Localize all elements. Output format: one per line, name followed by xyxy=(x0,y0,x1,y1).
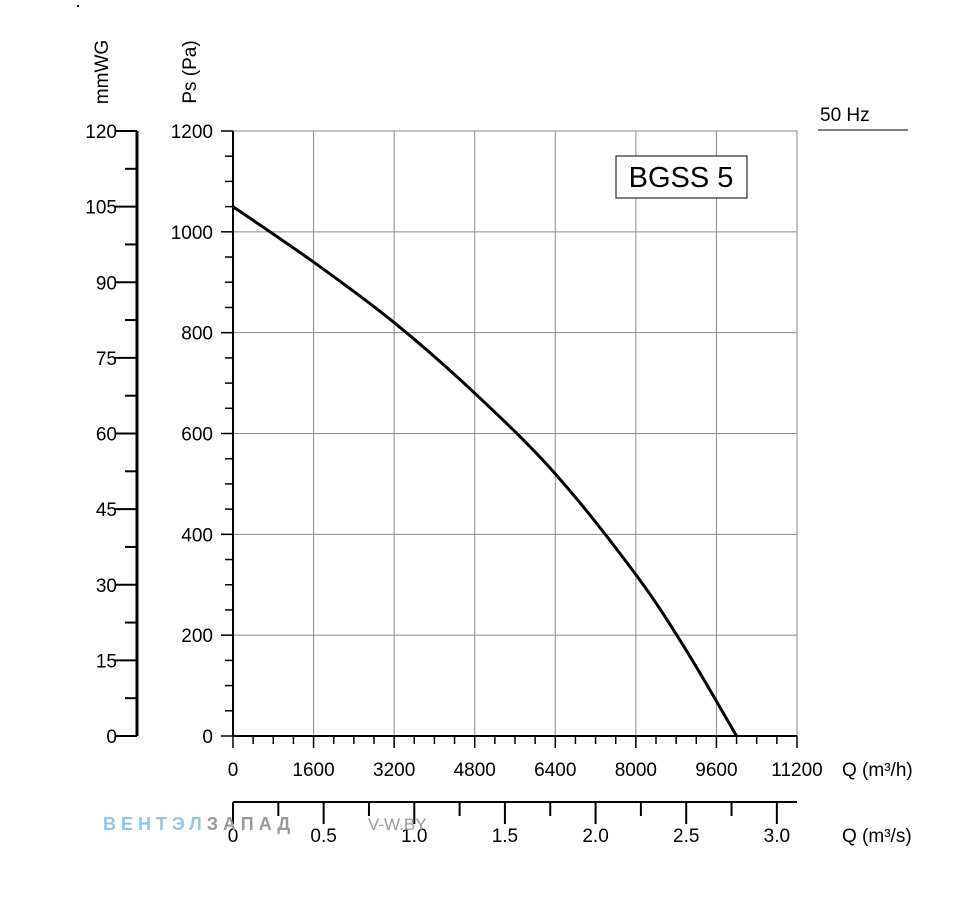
y-tick-label: 1200 xyxy=(171,122,213,143)
chart-title: BGSS 5 xyxy=(629,162,734,194)
x2-tick-label: 1.0 xyxy=(401,826,427,847)
frequency-label: 50 Hz xyxy=(820,105,870,126)
y2-tick-label: 120 xyxy=(85,122,117,143)
y-tick-label: 0 xyxy=(202,727,213,748)
x-tick-label: 0 xyxy=(228,760,239,781)
x-axis-label: Q (m³/h) xyxy=(842,760,913,781)
y-tick-label: 200 xyxy=(181,626,213,647)
watermark-brand-b: ЗАПАД xyxy=(207,814,295,834)
y-tick-label: 600 xyxy=(181,425,213,446)
x-tick-label: 8000 xyxy=(615,760,657,781)
y-tick-label: 800 xyxy=(181,324,213,345)
grid xyxy=(232,130,798,737)
x-tick-label: 4800 xyxy=(454,760,496,781)
x2-tick-label: 3.0 xyxy=(764,826,790,847)
watermark-site: V-W.BY xyxy=(368,815,427,834)
x2-tick-label: 2.5 xyxy=(673,826,699,847)
y-tick-label: 400 xyxy=(181,525,213,546)
y2-tick-label: 60 xyxy=(96,425,117,446)
y2-tick-label: 0 xyxy=(106,727,117,748)
x-tick-label: 1600 xyxy=(292,760,334,781)
performance-curve xyxy=(232,205,738,737)
y2-tick-label: 75 xyxy=(96,349,117,370)
y-axis-label: Ps (Pa) xyxy=(180,40,201,103)
x2-axis-label: Q (m³/s) xyxy=(842,826,912,847)
watermark: ВЕНТЭЛЗАПАД xyxy=(103,814,295,834)
x2-tick-label: 1.5 xyxy=(492,826,518,847)
watermark-brand-a: ВЕНТЭЛ xyxy=(103,814,207,834)
y2-tick-label: 90 xyxy=(96,273,117,294)
x2-tick-label: 0 xyxy=(228,826,239,847)
curve-group xyxy=(232,205,738,737)
x-tick-label: 6400 xyxy=(534,760,576,781)
y2-tick-label: 30 xyxy=(96,576,117,597)
x-tick-label: 11200 xyxy=(771,760,822,781)
y2-tick-label: 15 xyxy=(96,651,117,672)
y2-axis-label: mmWG xyxy=(92,40,113,104)
tick-labels: 0 1600 3200 4800 6400 8000 9600 112000200400600… xyxy=(85,122,822,847)
y2-tick-label: 45 xyxy=(96,500,117,521)
x-tick-label: 9600 xyxy=(695,760,737,781)
x-tick-label: 3200 xyxy=(373,760,415,781)
stray-dot xyxy=(76,4,80,8)
y2-tick-label: 105 xyxy=(85,198,117,219)
x2-tick-label: 0.5 xyxy=(310,826,336,847)
tick-marks xyxy=(115,130,798,824)
x2-tick-label: 2.0 xyxy=(582,826,608,847)
y-tick-label: 1000 xyxy=(171,223,213,244)
title-box xyxy=(615,155,748,199)
